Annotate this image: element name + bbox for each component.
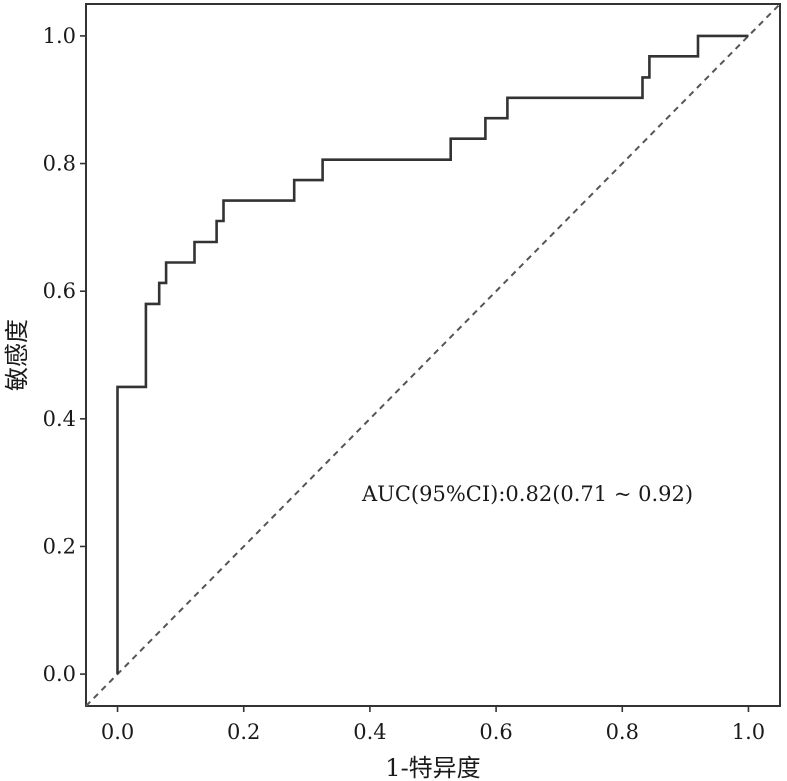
y-tick-label: 1.0 [43,24,76,48]
y-tick-label: 0.6 [43,279,76,303]
x-axis-title: 1-特异度 [385,754,480,781]
x-tick-label: 0.0 [101,720,134,744]
x-tick-label: 0.2 [227,720,260,744]
y-tick-label: 0.4 [43,407,76,431]
y-axis-title: 敏感度 [3,319,31,391]
x-tick-label: 0.6 [479,720,512,744]
x-tick-label: 0.4 [353,720,386,744]
x-tick-label: 0.8 [606,720,639,744]
x-axis: 0.0 0.2 0.4 0.6 0.8 1.0 [101,706,765,744]
plot-frame [85,3,781,707]
auc-annotation: AUC(95%CI):0.82(0.71 ~ 0.92) [361,482,693,506]
y-tick-label: 0.2 [43,534,76,558]
x-tick-label: 1.0 [732,720,765,744]
y-tick-label: 0.0 [43,662,76,686]
y-axis: 0.0 0.2 0.4 0.6 0.8 1.0 [43,24,86,686]
roc-curve-line [116,34,749,675]
y-tick-label: 0.8 [43,152,76,176]
